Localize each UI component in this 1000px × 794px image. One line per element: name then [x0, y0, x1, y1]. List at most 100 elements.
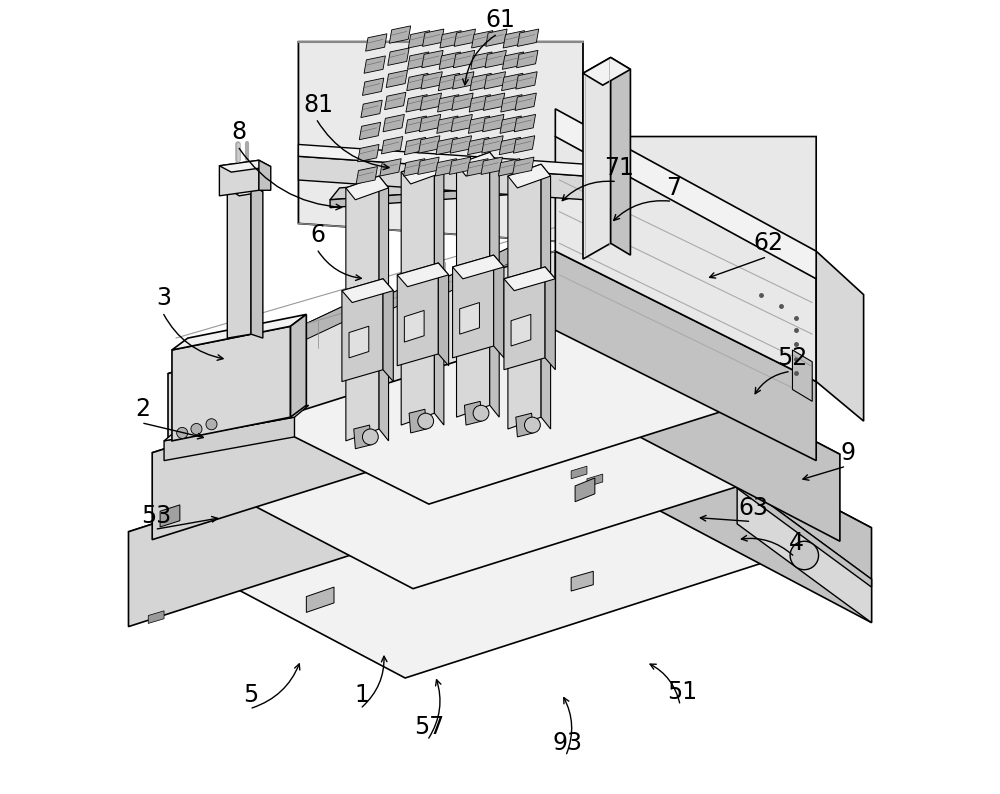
Polygon shape	[152, 318, 579, 540]
Polygon shape	[450, 136, 472, 153]
Polygon shape	[279, 305, 346, 353]
Circle shape	[206, 418, 217, 430]
Polygon shape	[438, 73, 460, 91]
Polygon shape	[418, 157, 439, 175]
Polygon shape	[469, 94, 491, 112]
Polygon shape	[545, 267, 555, 370]
Polygon shape	[438, 94, 459, 112]
Polygon shape	[128, 382, 872, 678]
Polygon shape	[595, 382, 872, 622]
Polygon shape	[555, 251, 816, 461]
Polygon shape	[453, 50, 475, 67]
Text: 4: 4	[789, 531, 804, 556]
Polygon shape	[555, 109, 816, 279]
Polygon shape	[306, 587, 334, 612]
Polygon shape	[483, 93, 505, 110]
Polygon shape	[436, 137, 457, 155]
Polygon shape	[575, 478, 595, 502]
Text: 57: 57	[414, 715, 444, 739]
Polygon shape	[342, 279, 383, 382]
Text: 6: 6	[311, 223, 326, 247]
Polygon shape	[511, 314, 531, 346]
Polygon shape	[483, 114, 504, 132]
Polygon shape	[362, 78, 384, 95]
Polygon shape	[517, 29, 539, 46]
Polygon shape	[437, 116, 458, 133]
Circle shape	[525, 417, 540, 433]
Polygon shape	[160, 505, 180, 527]
Polygon shape	[503, 31, 525, 48]
Polygon shape	[381, 137, 403, 154]
Polygon shape	[439, 52, 460, 69]
Polygon shape	[152, 318, 840, 588]
Polygon shape	[358, 145, 379, 162]
Polygon shape	[449, 157, 471, 175]
Polygon shape	[298, 156, 585, 200]
Polygon shape	[502, 52, 524, 69]
Text: 5: 5	[243, 684, 259, 707]
Circle shape	[362, 429, 378, 445]
Text: 3: 3	[157, 287, 172, 310]
Polygon shape	[168, 251, 555, 453]
Polygon shape	[508, 164, 551, 188]
Polygon shape	[513, 136, 535, 153]
Polygon shape	[457, 152, 499, 176]
Polygon shape	[148, 611, 164, 623]
Polygon shape	[408, 31, 430, 48]
Polygon shape	[362, 276, 429, 323]
Text: 9: 9	[840, 441, 855, 464]
Polygon shape	[453, 255, 494, 358]
Polygon shape	[517, 50, 538, 67]
Polygon shape	[401, 160, 444, 184]
Polygon shape	[513, 157, 534, 175]
Polygon shape	[792, 350, 812, 401]
Text: 1: 1	[354, 684, 369, 707]
Text: 52: 52	[777, 345, 808, 370]
Polygon shape	[354, 425, 371, 449]
Polygon shape	[423, 29, 444, 46]
Polygon shape	[453, 71, 474, 89]
Text: 8: 8	[232, 121, 247, 145]
Polygon shape	[346, 176, 379, 441]
Polygon shape	[571, 572, 593, 591]
Polygon shape	[451, 114, 472, 132]
Polygon shape	[504, 267, 545, 370]
Polygon shape	[404, 310, 424, 342]
Polygon shape	[346, 176, 389, 200]
Polygon shape	[579, 318, 840, 542]
Polygon shape	[468, 137, 489, 155]
Polygon shape	[407, 73, 428, 91]
Polygon shape	[364, 56, 385, 73]
Polygon shape	[168, 251, 816, 504]
Polygon shape	[516, 71, 537, 89]
Polygon shape	[515, 93, 536, 110]
Polygon shape	[259, 160, 271, 191]
Polygon shape	[737, 480, 872, 622]
Polygon shape	[419, 136, 440, 153]
Polygon shape	[484, 71, 506, 89]
Polygon shape	[504, 267, 555, 291]
Circle shape	[191, 423, 202, 434]
Polygon shape	[219, 160, 271, 172]
Polygon shape	[298, 145, 585, 176]
Polygon shape	[435, 159, 457, 176]
Polygon shape	[342, 279, 393, 303]
Polygon shape	[330, 172, 557, 200]
Polygon shape	[379, 176, 389, 441]
Polygon shape	[541, 164, 551, 429]
Polygon shape	[454, 29, 475, 46]
Polygon shape	[389, 26, 411, 43]
Polygon shape	[383, 114, 404, 132]
Text: 81: 81	[303, 93, 333, 117]
Polygon shape	[508, 164, 541, 429]
Polygon shape	[471, 52, 492, 69]
Text: 7: 7	[666, 175, 681, 200]
Polygon shape	[467, 159, 488, 176]
Circle shape	[418, 413, 434, 429]
Polygon shape	[404, 137, 426, 155]
Polygon shape	[404, 159, 425, 176]
Polygon shape	[386, 70, 408, 87]
Polygon shape	[366, 34, 387, 51]
Polygon shape	[196, 334, 275, 376]
Polygon shape	[737, 480, 872, 587]
